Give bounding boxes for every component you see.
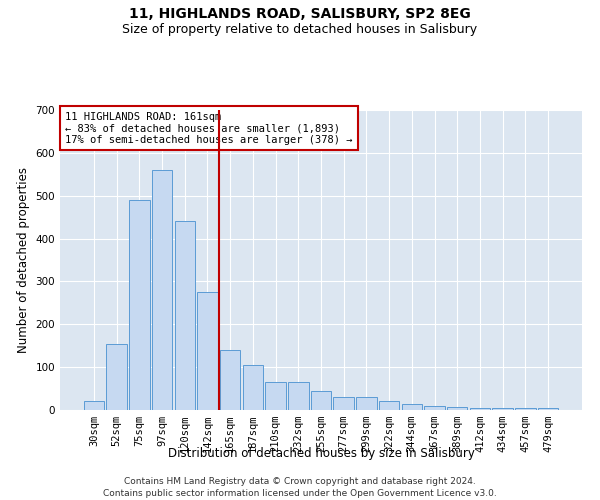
Bar [197, 292, 218, 410]
Text: Size of property relative to detached houses in Salisbury: Size of property relative to detached ho… [122, 22, 478, 36]
Bar [493, 408, 513, 410]
Bar [424, 406, 445, 410]
Bar [356, 397, 377, 410]
Bar [129, 200, 149, 410]
Bar [515, 408, 536, 410]
Bar [242, 365, 263, 410]
Bar [379, 402, 400, 410]
Bar [106, 344, 127, 410]
Bar [84, 402, 104, 410]
Bar [311, 390, 331, 410]
Bar [447, 406, 467, 410]
Bar [152, 170, 172, 410]
Bar [334, 397, 354, 410]
Bar [401, 404, 422, 410]
Y-axis label: Number of detached properties: Number of detached properties [17, 167, 30, 353]
Text: 11, HIGHLANDS ROAD, SALISBURY, SP2 8EG: 11, HIGHLANDS ROAD, SALISBURY, SP2 8EG [129, 8, 471, 22]
Bar [220, 350, 241, 410]
Bar [288, 382, 308, 410]
Text: 11 HIGHLANDS ROAD: 161sqm
← 83% of detached houses are smaller (1,893)
17% of se: 11 HIGHLANDS ROAD: 161sqm ← 83% of detac… [65, 112, 353, 144]
Bar [538, 408, 558, 410]
Bar [265, 382, 286, 410]
Text: Contains HM Land Registry data © Crown copyright and database right 2024.: Contains HM Land Registry data © Crown c… [124, 478, 476, 486]
Text: Contains public sector information licensed under the Open Government Licence v3: Contains public sector information licen… [103, 489, 497, 498]
Bar [175, 222, 195, 410]
Text: Distribution of detached houses by size in Salisbury: Distribution of detached houses by size … [167, 448, 475, 460]
Bar [470, 408, 490, 410]
